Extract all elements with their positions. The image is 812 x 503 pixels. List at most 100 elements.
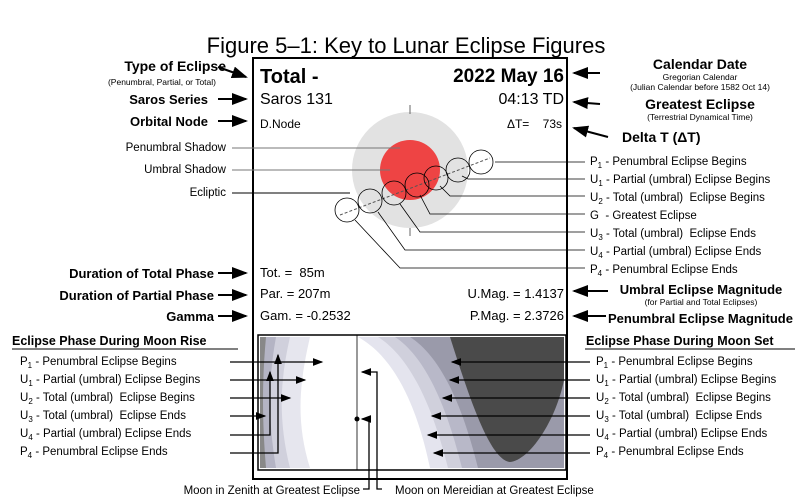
label-umbral-shadow: Umbral Shadow [144, 164, 226, 176]
contact-symbol: U [596, 410, 605, 422]
contact-item: U3 - Total (umbral) Eclipse Ends [590, 227, 770, 245]
contact-description: - Partial (umbral) Eclipse Ends [602, 246, 762, 258]
greatest-note: (Terrestrial Dynamical Time) [647, 112, 753, 122]
contact-subscript: 2 [598, 197, 603, 206]
umbral-shadow [380, 140, 440, 200]
contact-description: - Partial (umbral) Eclipse Ends [608, 428, 768, 440]
contact-subscript: 1 [28, 379, 33, 388]
label-greatest-eclipse: Greatest Eclipse [645, 96, 755, 112]
calendar-note-1: Gregorian Calendar [662, 72, 738, 82]
moon-positions [334, 149, 494, 223]
contact-description: - Total (umbral) Eclipse Ends [602, 228, 756, 240]
contact-subscript: 3 [598, 233, 603, 242]
contact-description: - Penumbral Eclipse Begins [608, 356, 753, 368]
contact-item: P1 - Penumbral Eclipse Begins [590, 155, 770, 173]
contact-description: - Total (umbral) Eclipse Begins [602, 192, 765, 204]
ecliptic-line [339, 157, 491, 216]
contact-symbol: U [590, 174, 599, 186]
label-gamma: Gamma [166, 309, 214, 324]
contact-symbol: U [20, 374, 29, 386]
label-duration-partial: Duration of Partial Phase [59, 288, 214, 303]
label-duration-total: Duration of Total Phase [69, 266, 214, 281]
contact-item: U4 - Partial (umbral) Eclipse Ends [596, 427, 776, 445]
contact-subscript: 3 [28, 415, 33, 424]
contact-item: U1 - Partial (umbral) Eclipse Begins [20, 373, 200, 391]
contact-description: - Total (umbral) Eclipse Ends [32, 410, 186, 422]
contact-symbol: P [20, 356, 28, 368]
contact-symbol: U [590, 228, 599, 240]
contact-item: U4 - Partial (umbral) Eclipse Ends [590, 245, 770, 263]
moon-rise-list: P1 - Penumbral Eclipse Begins U1 - Partia… [20, 355, 200, 463]
contact-description: - Partial (umbral) Eclipse Begins [602, 174, 771, 186]
world-map [257, 334, 567, 471]
contact-item: U3 - Total (umbral) Eclipse Ends [20, 409, 200, 427]
label-delta-t: Delta T (ΔT) [622, 129, 701, 145]
figure-title: Figure 5–1: Key to Lunar Eclipse Figures [206, 33, 606, 58]
pmag-value: P.Mag. = 2.3726 [469, 308, 564, 323]
contact-item: P1 - Penumbral Eclipse Begins [596, 355, 776, 373]
contact-subscript: 1 [603, 361, 609, 370]
greatest-eclipse-block: Greatest Eclipse (Terrestrial Dynamical … [600, 96, 800, 122]
contact-symbol: G [590, 210, 599, 222]
label-calendar-date: Calendar Date [652, 56, 748, 72]
contact-item: U2 - Total (umbral) Eclipse Begins [596, 391, 776, 409]
label-moon-meridian: Moon on Mereidian at Greatest Eclipse [395, 485, 594, 497]
par-value: Par. = 207m [260, 286, 331, 301]
contact-description: - Penumbral Eclipse Ends [602, 264, 738, 276]
contact-subscript: 4 [604, 433, 609, 442]
contact-subscript: 2 [28, 397, 33, 406]
contact-item: U3 - Total (umbral) Eclipse Ends [596, 409, 776, 427]
contact-symbol: U [20, 410, 29, 422]
moon-rise-heading: Eclipse Phase During Moon Rise [12, 334, 207, 348]
contact-symbol: P [596, 356, 604, 368]
node-value: D.Node [260, 117, 301, 131]
contact-subscript: 4 [603, 451, 609, 460]
contact-description: - Total (umbral) Eclipse Ends [608, 410, 762, 422]
main-frame [252, 57, 568, 480]
contact-subscript: 4 [597, 269, 603, 278]
contact-symbol: P [590, 156, 598, 168]
contact-symbol: P [590, 264, 598, 276]
contact-description: - Total (umbral) Eclipse Begins [608, 392, 771, 404]
label-type-note: (Penumbral, Partial, or Total) [107, 77, 216, 87]
contact-symbol: U [596, 428, 605, 440]
contact-item: U1 - Partial (umbral) Eclipse Begins [590, 173, 770, 191]
contact-item: P4 - Penumbral Eclipse Ends [590, 263, 770, 281]
contact-item: G - Greatest Eclipse [590, 209, 770, 227]
contact-item: P4 - Penumbral Eclipse Ends [596, 445, 776, 463]
label-orbital-node: Orbital Node [129, 114, 208, 129]
contact-subscript: 2 [604, 397, 609, 406]
label-penumbral-mag: Penumbral Eclipse Magnitude [608, 311, 793, 326]
contact-subscript: 4 [598, 251, 603, 260]
label-saros-series: Saros Series [129, 92, 208, 107]
label-umbral-mag: Umbral Eclipse Magnitude [619, 282, 783, 297]
contact-symbol: U [590, 246, 599, 258]
contact-symbol: U [20, 428, 29, 440]
contact-item: U1 - Partial (umbral) Eclipse Begins [596, 373, 776, 391]
label-type-of-eclipse: Type of Eclipse [124, 58, 226, 74]
contact-description: - Penumbral Eclipse Ends [32, 446, 168, 458]
label-ecliptic: Ecliptic [189, 187, 226, 199]
label-moon-zenith: Moon in Zenith at Greatest Eclipse [183, 485, 360, 497]
contact-item: U4 - Partial (umbral) Eclipse Ends [20, 427, 200, 445]
contact-description: - Penumbral Eclipse Ends [608, 446, 744, 458]
contact-list: P1 - Penumbral Eclipse Begins U1 - Partia… [590, 155, 770, 281]
time-value: 04:13 TD [498, 91, 564, 108]
gamma-value: Gam. = -0.2532 [260, 308, 351, 323]
contact-subscript: 1 [598, 179, 603, 188]
contact-subscript: 1 [27, 361, 33, 370]
contact-subscript: 1 [604, 379, 609, 388]
saros-value: Saros 131 [260, 91, 333, 108]
contact-subscript: 4 [27, 451, 33, 460]
contact-subscript: 4 [28, 433, 33, 442]
eclipse-type: Total - [260, 66, 319, 88]
contact-description: - Total (umbral) Eclipse Begins [32, 392, 195, 404]
umbral-mag-block: Umbral Eclipse Magnitude (for Partial an… [590, 282, 812, 307]
contact-description: - Partial (umbral) Eclipse Ends [32, 428, 192, 440]
contact-item: P1 - Penumbral Eclipse Begins [20, 355, 200, 373]
contact-description: - Partial (umbral) Eclipse Begins [32, 374, 201, 386]
contact-symbol: P [596, 446, 604, 458]
contact-item: U2 - Total (umbral) Eclipse Begins [590, 191, 770, 209]
calendar-date-block: Calendar Date Gregorian Calendar (Julian… [600, 56, 800, 92]
contact-symbol: U [596, 392, 605, 404]
